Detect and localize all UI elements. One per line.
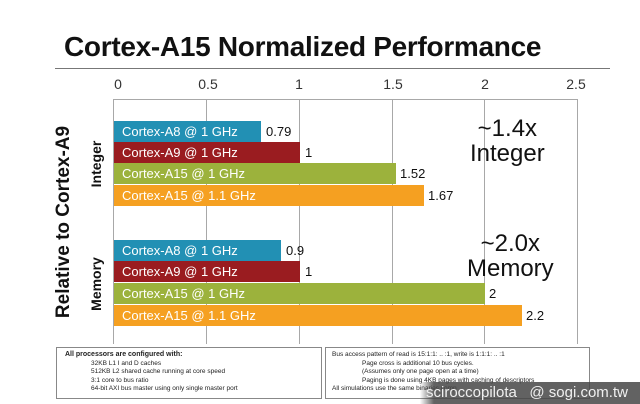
bar-value: 2 — [489, 286, 497, 301]
config-notes-box: All processors are configured with: 32KB… — [56, 347, 322, 399]
bus-note: (Assumes only one page open at a time) — [362, 368, 479, 376]
title-divider — [55, 68, 610, 69]
bus-note: Page cross is additional 10 bus cycles. — [362, 359, 474, 367]
x-tick-label: 1 — [295, 76, 303, 92]
group-label-memory: Memory — [88, 257, 104, 311]
bar-value: 2.2 — [526, 308, 545, 323]
bar-integer-a15: Cortex-A15 @ 1 GHz — [114, 163, 396, 184]
bar-value: 1 — [305, 264, 313, 279]
gridline — [206, 99, 207, 344]
bus-note: Paging is done using 4KB pages with cach… — [362, 376, 535, 384]
gridline — [484, 99, 485, 344]
bar-integer-a8: Cortex-A8 @ 1 GHz — [114, 121, 261, 142]
config-note: 64-bit AXI bus master using only single … — [91, 385, 238, 393]
y-axis-title: Relative to Cortex-A9 — [53, 125, 74, 319]
x-tick-label: 2.5 — [566, 76, 586, 92]
bar-memory-a9: Cortex-A9 @ 1 GHz — [114, 261, 300, 282]
bar-integer-a15-11: Cortex-A15 @ 1.1 GHz — [114, 185, 424, 206]
gridline — [577, 99, 578, 344]
bus-note: All simulations use the same binaries co… — [332, 385, 457, 393]
annotation-integer-label: Integer — [470, 140, 545, 167]
bar-value: 0.9 — [286, 243, 305, 258]
config-notes-heading: All processors are configured with: — [65, 351, 183, 358]
annotation-memory: ~2.0x Memory — [467, 231, 554, 281]
bar-value: 0.79 — [266, 124, 292, 139]
config-note: 32KB L1 I and D caches — [91, 359, 162, 367]
bar-memory-a8: Cortex-A8 @ 1 GHz — [114, 240, 281, 261]
bar-memory-a15-11: Cortex-A15 @ 1.1 GHz — [114, 305, 522, 326]
annotation-integer-ratio: ~1.4x — [477, 115, 538, 142]
bar-value: 1.52 — [400, 166, 426, 181]
x-tick-label: 0 — [114, 76, 122, 92]
bar-memory-a15: Cortex-A15 @ 1 GHz — [114, 283, 485, 304]
chart-title: Cortex-A15 Normalized Performance — [64, 31, 542, 62]
annotation-integer: ~1.4x Integer — [470, 116, 545, 166]
bar-integer-a9: Cortex-A9 @ 1 GHz — [114, 142, 300, 163]
watermark-band — [420, 382, 640, 404]
config-note: 3:1 core to bus ratio — [91, 376, 149, 384]
x-tick-label: 1.5 — [383, 76, 403, 92]
gridline — [392, 99, 393, 344]
bus-note: Bus access pattern of read is 15:1:1: ..… — [332, 351, 505, 358]
group-label-integer: Integer — [88, 140, 104, 188]
x-tick-label: 0.5 — [198, 76, 218, 92]
watermark-text: sciroccopilota @ sogi.com.tw — [426, 384, 628, 401]
y-axis-line — [113, 99, 114, 344]
x-axis-line — [113, 99, 578, 100]
annotation-memory-ratio: ~2.0x — [480, 230, 541, 257]
bar-value: 1.67 — [428, 188, 454, 203]
bar-value: 1 — [305, 145, 313, 160]
x-tick-label: 2 — [481, 76, 489, 92]
config-note: 512KB L2 shared cache running at core sp… — [91, 368, 226, 376]
gridline — [299, 99, 300, 344]
annotation-memory-label: Memory — [467, 255, 554, 282]
